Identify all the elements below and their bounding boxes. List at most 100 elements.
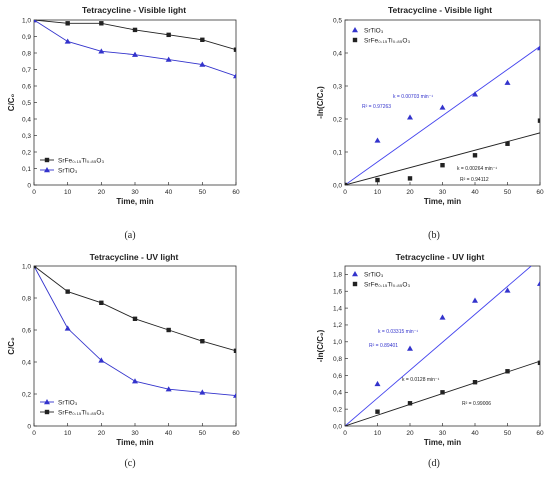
y-tick-label: 0,2 (333, 406, 342, 413)
x-axis-label: Time, min (424, 438, 461, 447)
chart-panel-2: Tetracycline - Visible light 0 10 20 30 40 50 6… (316, 5, 544, 241)
data-point (233, 47, 236, 52)
data-point (407, 345, 413, 351)
legend-marker (352, 281, 358, 287)
y-tick-label: 0,7 (22, 67, 31, 74)
data-point (537, 118, 540, 123)
y-tick-label: 0,8 (333, 356, 342, 363)
data-point (374, 380, 381, 387)
data-point (98, 48, 105, 54)
legend-marker (352, 37, 358, 43)
chart-title: Tetracycline - UV light (90, 252, 179, 262)
data-point (199, 61, 206, 67)
x-tick-label: 60 (232, 430, 240, 437)
plot-frame (344, 19, 541, 186)
rate-constant-label: k = 0.03315 min⁻¹ (378, 329, 418, 335)
legend: SrTiO₃ SrFe₀.₁₅Ti₀.₈₅O₃ (352, 271, 410, 288)
legend-label: SrTiO₃ (364, 271, 384, 278)
data-point (98, 357, 105, 363)
x-tick-label: 40 (471, 189, 479, 196)
data-point (345, 182, 348, 185)
x-tick-label: 50 (199, 189, 207, 196)
y-axis-label: C/C₀ (7, 337, 16, 355)
x-tick-label: 10 (374, 189, 382, 196)
panel-caption: (a) (124, 230, 135, 241)
legend-marker (44, 167, 50, 173)
series-1 (345, 45, 540, 185)
y-tick-label: 0,6 (333, 373, 342, 380)
panel-caption: (d) (428, 458, 440, 469)
data-point (132, 378, 138, 384)
data-point (166, 32, 171, 38)
plot-area (345, 45, 540, 185)
y-tick-label: 0,4 (333, 50, 342, 57)
series-line (34, 266, 236, 352)
series-line (34, 266, 236, 397)
data-point (34, 20, 37, 23)
data-point (440, 163, 445, 168)
y-tick-label: 1,0 (333, 339, 342, 346)
y-tick-label: 0,0 (333, 423, 342, 430)
data-point (233, 392, 236, 398)
data-point (375, 409, 380, 414)
data-point (439, 104, 446, 110)
x-axis-label: Time, min (424, 197, 461, 206)
x-tick-label: 30 (131, 189, 139, 196)
data-point (99, 21, 104, 26)
legend-marker (44, 409, 50, 415)
data-point (472, 91, 478, 97)
series-1 (345, 266, 540, 426)
legend-label: SrTiO₃ (364, 27, 384, 34)
legend-marker (352, 27, 358, 33)
legend-marker (352, 271, 358, 277)
series-1 (34, 20, 236, 52)
legend-marker (44, 157, 50, 163)
r-squared-label: R² = 0.89401 (369, 343, 398, 349)
y-tick-label: 0 (27, 182, 31, 189)
series-2 (34, 20, 236, 79)
data-point (374, 137, 381, 143)
r-squared-label: R² = 0.94112 (460, 177, 489, 183)
panel-caption: (c) (124, 458, 135, 469)
x-tick-label: 0 (343, 189, 347, 196)
y-tick-label: 1,2 (333, 322, 342, 329)
data-point (505, 141, 510, 146)
rate-constant-label: k = 0.00264 min⁻¹ (457, 166, 497, 172)
data-point (439, 314, 446, 320)
data-point (132, 316, 138, 321)
y-tick-label: 0,4 (22, 359, 31, 366)
x-tick-label: 60 (536, 430, 544, 437)
y-tick-label: 0,8 (22, 50, 31, 57)
y-tick-label: 0,8 (22, 295, 31, 302)
data-point (64, 325, 71, 331)
x-tick-label: 60 (232, 189, 240, 196)
data-point (472, 153, 478, 158)
data-point (537, 360, 540, 366)
x-tick-label: 20 (98, 430, 106, 437)
data-point (537, 45, 540, 51)
x-tick-label: 50 (504, 189, 512, 196)
x-tick-label: 30 (131, 430, 139, 437)
x-tick-label: 60 (536, 189, 544, 196)
data-point (504, 79, 511, 85)
series-2 (345, 360, 540, 426)
y-tick-label: 0,4 (22, 116, 31, 123)
data-point (504, 287, 511, 293)
data-point (505, 369, 510, 374)
series-line (34, 20, 236, 51)
data-point (233, 348, 236, 353)
y-tick-label: 0,3 (333, 83, 342, 90)
legend-label: SrTiO₃ (58, 399, 78, 406)
r-squared-label: R² = 0.99006 (462, 401, 491, 407)
series-2 (345, 118, 540, 185)
data-point (165, 386, 172, 392)
fit-line (345, 132, 540, 185)
series-2 (34, 266, 236, 353)
y-tick-label: 1,8 (333, 272, 342, 279)
x-tick-label: 10 (64, 189, 72, 196)
legend-marker (44, 399, 50, 405)
fit-line (345, 46, 540, 185)
legend: SrTiO₃ SrFe₀.₁₅Ti₀.₈₅O₃ (352, 27, 410, 44)
y-tick-label: 0,4 (333, 390, 342, 397)
